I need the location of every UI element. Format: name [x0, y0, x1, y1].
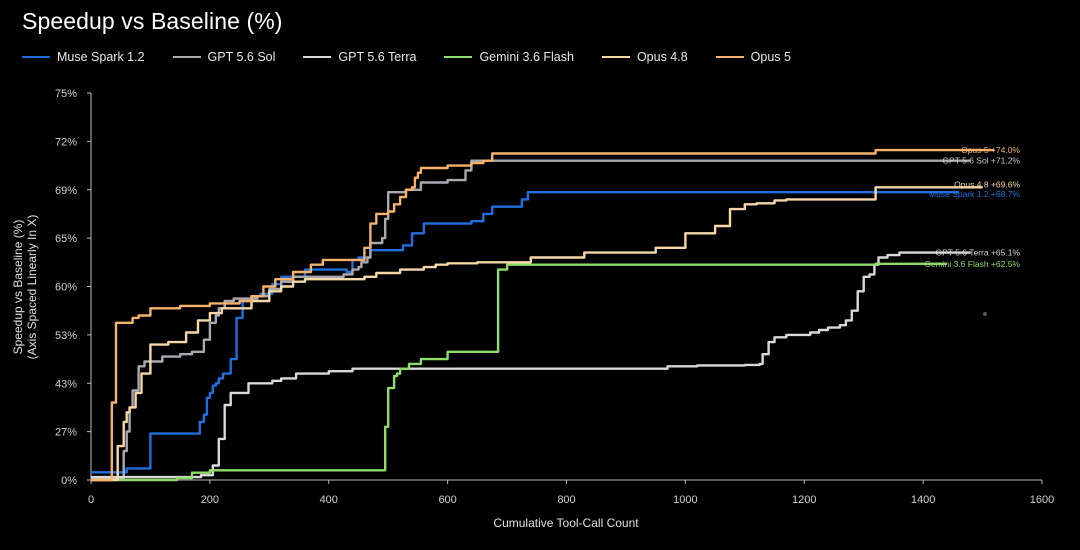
legend-item-gpt-terra: GPT 5.6 Terra [303, 50, 416, 64]
y-axis-title-line2: (Axis Spaced Linearly In X) [25, 215, 39, 360]
y-tick-label: 27% [55, 427, 77, 439]
legend-label: Gemini 3.6 Flash [479, 50, 574, 64]
legend-item-opus-5: Opus 5 [715, 50, 791, 64]
legend-label: Opus 4.8 [636, 50, 688, 64]
legend-swatch [303, 55, 332, 59]
y-tick-label: 60% [55, 282, 77, 294]
series-lines [91, 148, 995, 482]
legend: Muse Spark 1.2 GPT 5.6 Sol GPT 5.6 Terra… [22, 50, 819, 64]
legend-swatch [172, 55, 201, 59]
x-tick-label: 1600 [1030, 494, 1054, 506]
end-label: GPT 5.6 Sol +71.2% [942, 156, 1020, 166]
end-label: Opus 5 +74.0% [961, 145, 1020, 155]
x-tick-label: 1000 [673, 494, 697, 506]
legend-label: GPT 5.6 Sol [207, 50, 276, 64]
legend-label: Muse Spark 1.2 [57, 50, 145, 64]
y-tick-label: 53% [55, 330, 77, 342]
legend-item-opus-48: Opus 4.8 [601, 50, 688, 64]
y-axis-title-line1: Speedup vs Baseline (%) [11, 220, 25, 355]
legend-swatch [715, 55, 744, 59]
series-line-gemini-3-6-flash [91, 262, 947, 482]
end-label: GPT 5.6 Terra +65.1% [936, 248, 1021, 258]
y-tick-label: 0% [61, 475, 77, 487]
series-line-gpt-5-6-terra [91, 251, 971, 479]
legend-swatch [444, 55, 473, 59]
x-tick-label: 800 [557, 494, 575, 506]
x-tick-label: 600 [438, 494, 456, 506]
axes: 0% 27% 43% 53% 60% 65% 69% 72% 75% 0 200 400 600 800 1… [55, 88, 1054, 506]
legend-label: GPT 5.6 Terra [338, 50, 417, 64]
y-tick-label: 65% [55, 233, 77, 245]
stray-dot [983, 312, 987, 316]
x-tick-label: 400 [320, 494, 338, 506]
series-line-gpt-5-6-sol [91, 159, 971, 480]
series-line-opus-5 [91, 148, 995, 482]
legend-item-gemini-flash: Gemini 3.6 Flash [444, 50, 574, 64]
x-tick-label: 1400 [911, 494, 935, 506]
y-tick-label: 72% [55, 136, 77, 148]
y-tick-label: 43% [55, 378, 77, 390]
x-axis-title: Cumulative Tool-Call Count [493, 516, 639, 530]
y-tick-label: 69% [55, 185, 77, 197]
end-label: Muse Spark 1.2 +68.7% [929, 189, 1020, 199]
y-axis-title: Speedup vs Baseline (%) (Axis Spaced Lin… [11, 215, 39, 360]
legend-item-gpt-sol: GPT 5.6 Sol [172, 50, 276, 64]
legend-swatch [601, 55, 630, 59]
legend-label: Opus 5 [750, 50, 791, 64]
end-label: Gemini 3.6 Flash +62.5% [924, 259, 1020, 269]
x-tick-label: 1200 [792, 494, 816, 506]
series-line-muse-spark-1-2 [91, 191, 959, 474]
legend-item-muse-spark: Muse Spark 1.2 [22, 50, 145, 64]
y-tick-label: 75% [55, 88, 77, 100]
end-label: Opus 4.8 +69.6% [954, 179, 1020, 189]
x-tick-label: 0 [88, 494, 94, 506]
x-tick-label: 200 [201, 494, 219, 506]
end-labels: Muse Spark 1.2 +68.7% GPT 5.6 Sol +71.2% G… [924, 145, 1020, 269]
series-line-opus-4-8 [91, 186, 983, 482]
legend-swatch [22, 55, 50, 59]
chart-title: Speedup vs Baseline (%) [22, 8, 283, 34]
